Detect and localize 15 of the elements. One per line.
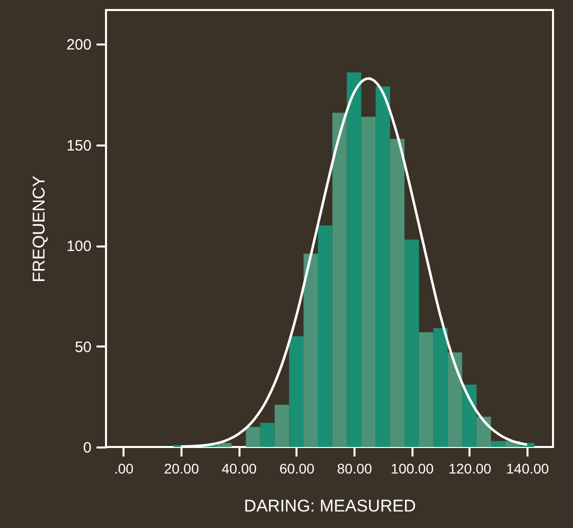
x-tick-label: 80.00 [336, 460, 372, 476]
x-tick-label: 120.00 [448, 460, 492, 476]
x-tick-label: 140.00 [506, 460, 550, 476]
y-tick-label: 100 [66, 238, 92, 256]
x-tick-label: 60.00 [279, 460, 315, 476]
y-tick-label: 0 [83, 440, 92, 456]
y-tick-label: 50 [74, 338, 92, 356]
x-tick-label: 40.00 [222, 460, 257, 476]
x-tick-label: .00 [114, 460, 134, 476]
x-tick-label: 100.00 [390, 460, 434, 476]
x-tick-label: 20.00 [164, 460, 200, 476]
y-axis-title: FREQUENCY [29, 176, 48, 282]
y-tick-label: 150 [66, 137, 92, 154]
y-tick-label: 200 [66, 36, 92, 54]
x-axis-title: DARING: MEASURED [244, 496, 416, 516]
